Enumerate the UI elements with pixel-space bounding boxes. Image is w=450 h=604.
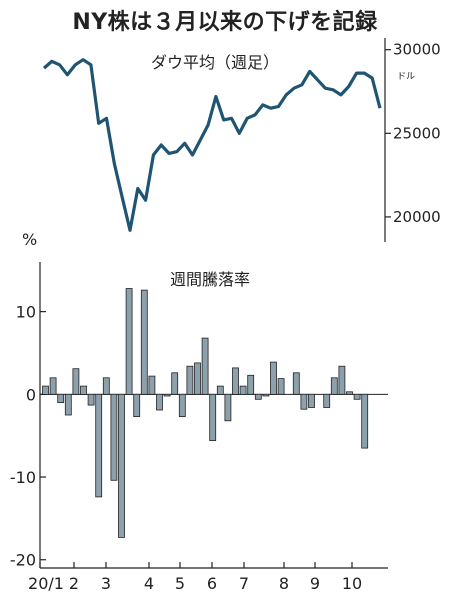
weekly-bar bbox=[330, 377, 338, 395]
weekly-bar bbox=[140, 289, 148, 395]
weekly-bar bbox=[125, 288, 133, 395]
weekly-bar bbox=[156, 393, 163, 411]
weekly-bar bbox=[323, 393, 331, 408]
dow-line-chart: ダウ平均（週足） 20000 25000 30000 ドル bbox=[42, 38, 441, 242]
weekly-bar bbox=[262, 393, 270, 397]
weekly-bar bbox=[80, 385, 87, 395]
weekly-bar bbox=[232, 367, 239, 395]
weekly-y-tick-label: 0 bbox=[26, 385, 36, 404]
weekly-bar bbox=[186, 365, 194, 395]
weekly-x-tick-label: 10 bbox=[342, 574, 362, 593]
weekly-bar bbox=[72, 368, 80, 395]
weekly-bar bbox=[194, 362, 201, 395]
dow-y-tick-label: 30000 bbox=[393, 41, 441, 59]
weekly-bar bbox=[201, 337, 209, 395]
weekly-bar bbox=[277, 378, 285, 395]
weekly-x-tick-label: 6 bbox=[207, 574, 217, 593]
weekly-bar bbox=[292, 372, 300, 395]
weekly-bar bbox=[95, 393, 103, 498]
weekly-bar bbox=[209, 393, 217, 441]
weekly-bar bbox=[42, 385, 49, 395]
weekly-bar bbox=[163, 393, 171, 397]
weekly-chart-title: 週間騰落率 bbox=[170, 270, 250, 289]
weekly-y-unit: % bbox=[22, 230, 37, 249]
weekly-bar bbox=[239, 385, 247, 395]
weekly-bar bbox=[178, 393, 186, 417]
weekly-x-tick-label: 3 bbox=[101, 574, 111, 593]
weekly-bar bbox=[361, 393, 369, 449]
weekly-x-tick-label: 2 bbox=[69, 574, 79, 593]
weekly-bar bbox=[87, 393, 95, 406]
weekly-bar bbox=[338, 365, 346, 395]
weekly-bar bbox=[346, 391, 353, 395]
weekly-bar bbox=[308, 393, 315, 408]
dow-y-tick-label: 25000 bbox=[393, 124, 441, 142]
weekly-bar bbox=[270, 361, 277, 395]
weekly-bar bbox=[216, 385, 224, 395]
weekly-x-tick-label: 5 bbox=[175, 574, 185, 593]
weekly-bar bbox=[110, 393, 118, 481]
weekly-x-tick-label: 8 bbox=[279, 574, 289, 593]
weekly-bar bbox=[300, 393, 308, 410]
weekly-y-tick-label: -20 bbox=[10, 551, 36, 570]
weekly-bar bbox=[224, 393, 232, 422]
weekly-bar bbox=[49, 377, 57, 395]
weekly-bar bbox=[353, 393, 361, 400]
weekly-x-tick-label: 9 bbox=[310, 574, 320, 593]
weekly-bar bbox=[148, 375, 156, 395]
weekly-bar bbox=[254, 393, 262, 400]
weekly-bar bbox=[102, 377, 110, 395]
dow-y-tick-label: 20000 bbox=[393, 208, 441, 226]
weekly-change-bar-chart: % 週間騰落率 10 0 -10 -20 20/1 2 3 4 5 6 7 8 9 10 bbox=[10, 230, 388, 593]
dow-y-unit: ドル bbox=[397, 72, 415, 82]
weekly-bar bbox=[118, 393, 125, 538]
weekly-bar bbox=[64, 393, 72, 416]
chart-title: NY株は３月以来の下げを記録 bbox=[72, 10, 378, 35]
weekly-x-tick-label: 20/1 bbox=[28, 574, 64, 593]
dow-series-line bbox=[42, 58, 382, 232]
weekly-x-tick-label: 4 bbox=[144, 574, 154, 593]
weekly-bar bbox=[171, 372, 179, 395]
weekly-x-tick-label: 7 bbox=[239, 574, 249, 593]
dow-chart-title: ダウ平均（週足） bbox=[151, 53, 279, 72]
weekly-y-tick-label: 10 bbox=[16, 303, 36, 322]
weekly-y-tick-label: -10 bbox=[10, 468, 36, 487]
weekly-bar bbox=[133, 393, 141, 417]
weekly-bar bbox=[57, 393, 65, 403]
weekly-bar bbox=[247, 374, 255, 395]
